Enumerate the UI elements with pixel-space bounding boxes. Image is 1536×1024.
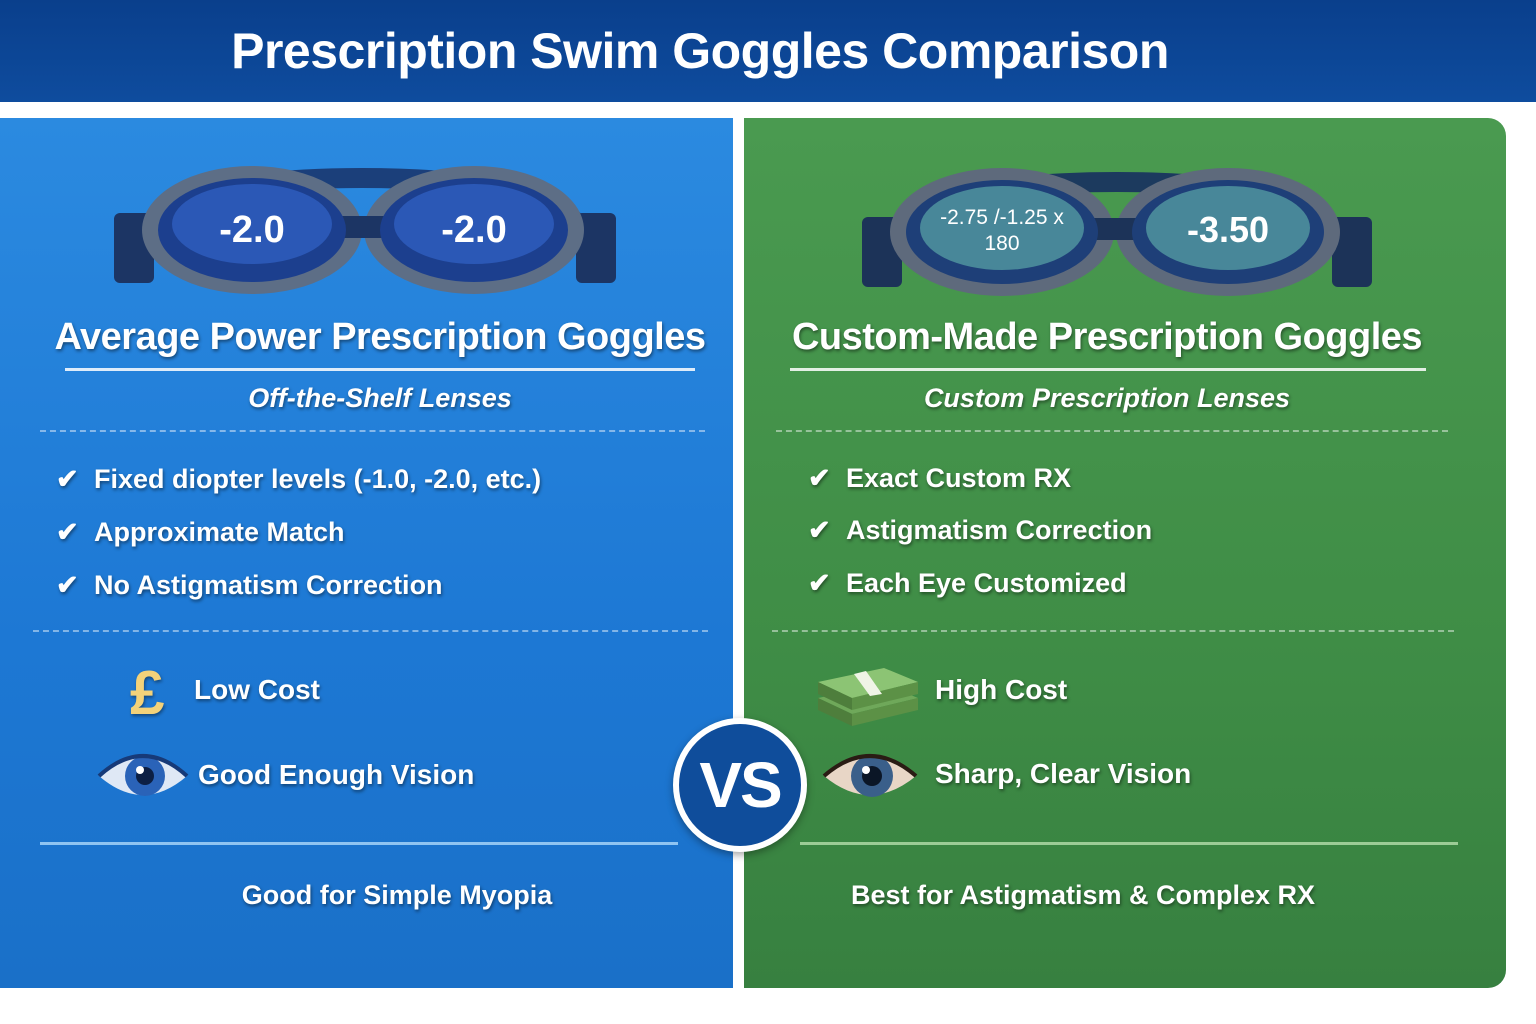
lens-left-prescription: -2.75 /-1.25 x — [940, 206, 1064, 229]
goggles-icon: -2.0 -2.0 — [114, 166, 616, 294]
pound-sign-icon: £ — [130, 659, 165, 728]
divider — [40, 842, 678, 845]
divider — [800, 842, 1458, 845]
divider — [33, 630, 708, 632]
eye-icon — [97, 754, 189, 796]
money-stack-icon — [818, 668, 918, 726]
panel-subtitle: Custom Prescription Lenses — [923, 383, 1291, 413]
cost-label: Low Cost — [194, 674, 320, 705]
check-item: ✔ Approximate Match — [56, 517, 345, 547]
check-icon: ✔ — [56, 517, 79, 547]
eye-icon — [822, 754, 918, 797]
divider — [40, 430, 705, 432]
lens-left-axis: 180 — [984, 232, 1019, 255]
check-item: ✔ Astigmatism Correction — [808, 515, 1153, 545]
title-underline — [790, 368, 1426, 371]
panel-title: Custom-Made Prescription Goggles — [791, 316, 1423, 358]
check-item: ✔ No Astigmatism Correction — [56, 570, 443, 600]
header: Prescription Swim Goggles Comparison — [0, 0, 1536, 102]
lens-right-power: -3.50 — [1187, 209, 1269, 250]
recommendation: Good for Simple Myopia — [241, 880, 553, 910]
divider — [772, 630, 1454, 632]
panel-custom-made: -2.75 /-1.25 x 180 -3.50 Custom-Made Pre… — [744, 118, 1506, 988]
check-icon: ✔ — [56, 570, 79, 600]
vs-badge: VS — [673, 718, 807, 852]
check-icon: ✔ — [808, 515, 831, 545]
check-item: ✔ Each Eye Customized — [808, 568, 1127, 598]
lens-right-power: -2.0 — [441, 209, 506, 251]
vision-label: Sharp, Clear Vision — [935, 758, 1192, 789]
panel-average-power: -2.0 -2.0 Average Power Prescription Gog… — [0, 118, 733, 988]
page-title: Prescription Swim Goggles Comparison — [231, 23, 1169, 79]
recommendation: Best for Astigmatism & Complex RX — [850, 880, 1316, 910]
check-icon: ✔ — [808, 463, 831, 493]
panel-title: Average Power Prescription Goggles — [54, 316, 706, 358]
panel-subtitle: Off-the-Shelf Lenses — [248, 383, 512, 413]
check-item: ✔ Fixed diopter levels (-1.0, -2.0, etc.) — [56, 464, 542, 494]
check-icon: ✔ — [56, 464, 79, 494]
divider — [776, 430, 1448, 432]
cost-label: High Cost — [935, 674, 1068, 705]
check-item: ✔ Exact Custom RX — [808, 463, 1072, 493]
goggles-icon: -2.75 /-1.25 x 180 -3.50 — [862, 168, 1372, 296]
check-icon: ✔ — [808, 568, 831, 598]
lens-left-power: -2.0 — [219, 209, 284, 251]
vision-label: Good Enough Vision — [198, 759, 475, 790]
title-underline — [65, 368, 695, 371]
